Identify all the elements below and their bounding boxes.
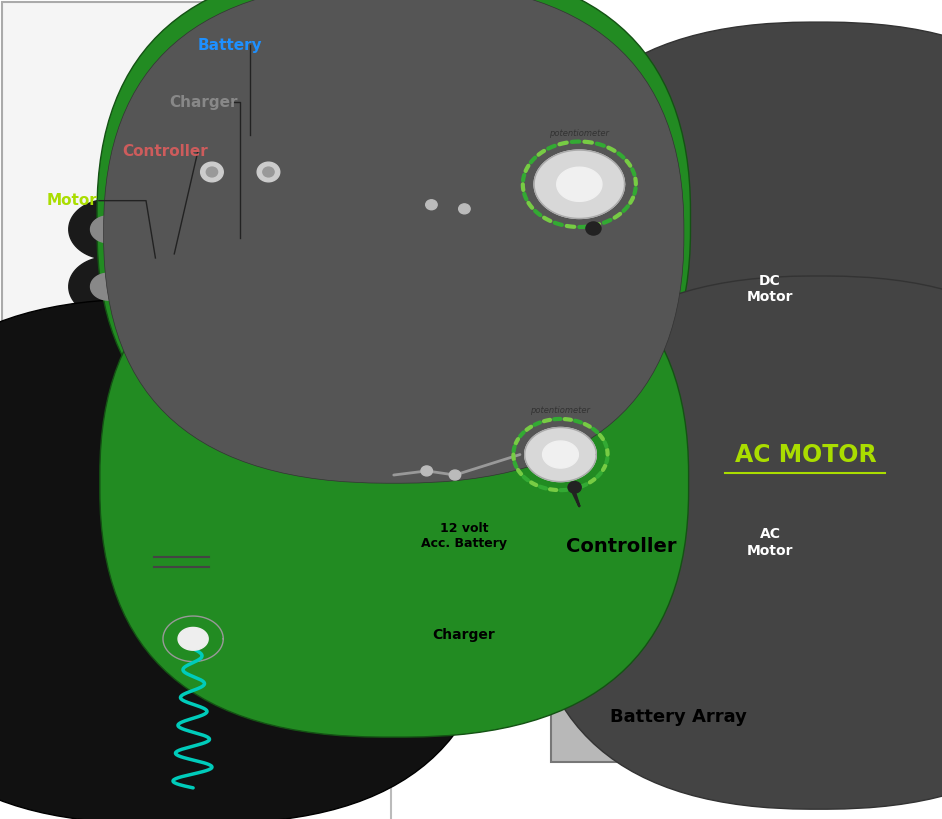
Polygon shape bbox=[132, 221, 339, 287]
Text: 12 volt
Acc. Battery: 12 volt Acc. Battery bbox=[421, 523, 507, 550]
Circle shape bbox=[257, 162, 280, 182]
Circle shape bbox=[206, 167, 218, 177]
Text: Batteries: Batteries bbox=[423, 282, 495, 296]
Polygon shape bbox=[269, 246, 283, 262]
Text: DC
Controller: DC Controller bbox=[564, 268, 674, 310]
Polygon shape bbox=[265, 274, 300, 300]
Circle shape bbox=[426, 200, 437, 210]
Text: IntelliPaat: IntelliPaat bbox=[505, 196, 588, 214]
FancyBboxPatch shape bbox=[528, 22, 942, 555]
Polygon shape bbox=[163, 616, 223, 662]
Polygon shape bbox=[178, 627, 208, 650]
FancyBboxPatch shape bbox=[405, 250, 513, 328]
Polygon shape bbox=[154, 258, 165, 274]
Polygon shape bbox=[356, 475, 403, 497]
Polygon shape bbox=[69, 256, 148, 317]
Polygon shape bbox=[137, 258, 148, 274]
FancyBboxPatch shape bbox=[528, 229, 711, 348]
Polygon shape bbox=[525, 428, 596, 482]
Polygon shape bbox=[198, 246, 254, 278]
Polygon shape bbox=[90, 216, 126, 242]
FancyBboxPatch shape bbox=[551, 672, 805, 762]
Text: AC
Motor: AC Motor bbox=[747, 527, 793, 558]
Text: potentiometer: potentiometer bbox=[530, 406, 591, 415]
Text: Battery: Battery bbox=[198, 38, 263, 52]
Polygon shape bbox=[317, 216, 352, 242]
Polygon shape bbox=[90, 274, 126, 300]
Text: IntelliPaat: IntelliPaat bbox=[128, 523, 211, 541]
Circle shape bbox=[459, 204, 470, 214]
FancyBboxPatch shape bbox=[725, 250, 815, 328]
Text: Motor: Motor bbox=[47, 193, 98, 208]
Text: DC
Motor: DC Motor bbox=[747, 274, 793, 304]
Text: Charger: Charger bbox=[170, 95, 238, 110]
Text: potentiometer: potentiometer bbox=[549, 129, 609, 138]
Text: Battery Array: Battery Array bbox=[609, 708, 747, 726]
FancyBboxPatch shape bbox=[104, 0, 684, 483]
Text: Controller: Controller bbox=[566, 537, 677, 556]
Polygon shape bbox=[295, 199, 374, 260]
FancyBboxPatch shape bbox=[725, 504, 815, 581]
Polygon shape bbox=[243, 256, 322, 317]
Text: ntelliPaat: ntelliPaat bbox=[794, 40, 891, 58]
Circle shape bbox=[586, 222, 601, 235]
Text: IntelliPaat: IntelliPaat bbox=[637, 663, 720, 681]
Circle shape bbox=[568, 482, 581, 493]
Polygon shape bbox=[122, 262, 179, 311]
Polygon shape bbox=[151, 147, 339, 213]
Polygon shape bbox=[94, 411, 292, 459]
FancyBboxPatch shape bbox=[0, 299, 499, 819]
Circle shape bbox=[421, 466, 432, 476]
FancyBboxPatch shape bbox=[100, 228, 689, 737]
Text: I: I bbox=[782, 40, 788, 58]
Text: Controller: Controller bbox=[122, 144, 208, 159]
Text: Charger: Charger bbox=[432, 627, 495, 642]
FancyBboxPatch shape bbox=[75, 426, 311, 811]
Circle shape bbox=[263, 167, 274, 177]
Polygon shape bbox=[187, 258, 199, 274]
FancyBboxPatch shape bbox=[97, 0, 690, 477]
Polygon shape bbox=[69, 199, 148, 260]
Polygon shape bbox=[171, 258, 182, 274]
Polygon shape bbox=[557, 167, 602, 201]
Polygon shape bbox=[534, 150, 625, 219]
Circle shape bbox=[449, 470, 461, 480]
FancyBboxPatch shape bbox=[120, 473, 281, 797]
FancyBboxPatch shape bbox=[2, 2, 384, 412]
Text: AC MOTOR: AC MOTOR bbox=[735, 442, 876, 467]
Text: ▶: ▶ bbox=[755, 39, 771, 59]
Polygon shape bbox=[543, 441, 578, 468]
FancyBboxPatch shape bbox=[537, 487, 706, 606]
FancyBboxPatch shape bbox=[405, 500, 523, 573]
Polygon shape bbox=[236, 246, 249, 262]
Polygon shape bbox=[252, 246, 266, 262]
Polygon shape bbox=[198, 213, 339, 254]
FancyBboxPatch shape bbox=[528, 276, 942, 809]
FancyBboxPatch shape bbox=[416, 610, 511, 659]
Circle shape bbox=[201, 162, 223, 182]
Text: IntelliPaat: IntelliPaat bbox=[505, 433, 588, 451]
